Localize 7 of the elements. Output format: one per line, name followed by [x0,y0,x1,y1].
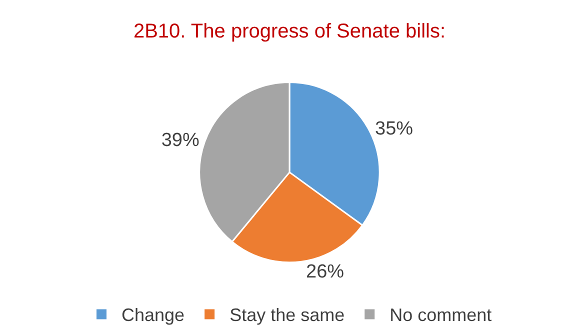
data-label: 39% [161,130,200,152]
chart-title: 2B10. The progress of Senate bills: [133,20,446,42]
data-label: 26% [306,262,344,283]
data-label: 35% [375,118,414,140]
legend-label: Stay the same [230,305,345,326]
legend-label: Change [122,305,185,326]
legend-label: No comment [390,305,492,326]
